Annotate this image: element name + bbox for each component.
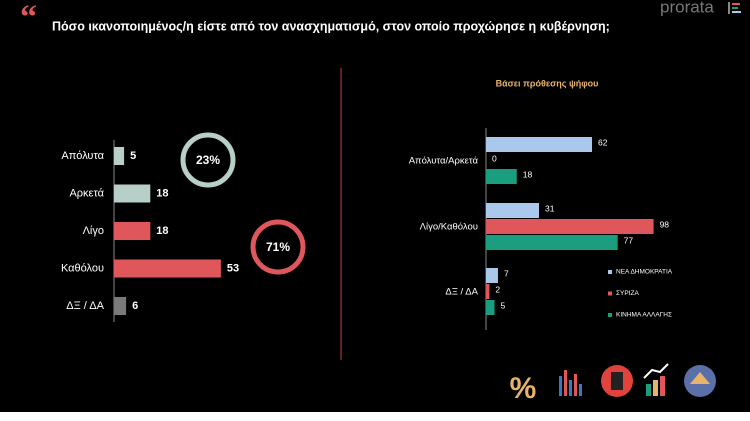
bar — [486, 235, 618, 250]
category-label: Απόλυτα/Αρκετά — [409, 156, 479, 167]
legend-swatch — [608, 270, 612, 274]
value-label: 31 — [545, 203, 555, 213]
logo-mark — [732, 11, 741, 13]
bar — [114, 222, 151, 240]
logo-mark — [732, 3, 740, 5]
legend-swatch — [608, 313, 612, 317]
percent-label: 23% — [196, 153, 220, 167]
bar — [486, 268, 498, 283]
icon-bars — [559, 370, 582, 396]
bar — [114, 297, 127, 315]
icon-ballot — [611, 372, 623, 390]
percent-ring — [250, 219, 306, 275]
bar — [486, 284, 490, 299]
value-label: 5 — [130, 150, 136, 162]
value-label: 6 — [132, 300, 138, 312]
logo-mark — [732, 7, 738, 9]
logo-mark — [728, 2, 730, 14]
bar — [486, 219, 654, 234]
quote-mark: “ — [20, 0, 37, 36]
bar — [486, 169, 517, 184]
subtitle: Βάσει πρόθεσης ψήφου — [496, 78, 599, 88]
category-label: Αρκετά — [69, 187, 104, 199]
value-label: 5 — [501, 300, 506, 310]
legend-label: ΚΙΝΗΜΑ ΑΛΛΑΓΗΣ — [616, 312, 672, 319]
value-label: 7 — [504, 268, 509, 278]
icons: % — [510, 363, 716, 405]
category-label: ΔΞ / ΔΑ — [445, 287, 478, 298]
category-label: Καθόλου — [61, 262, 104, 274]
percent-label: 71% — [266, 240, 290, 254]
bar — [114, 259, 221, 278]
legend-label: ΝΕΑ ΔΗΜΟΚΡΑΤΙΑ — [616, 269, 673, 276]
title: Πόσο ικανοποιημένος/η είστε από τον ανασ… — [52, 19, 610, 33]
category-label: ΔΞ / ΔΑ — [66, 300, 104, 312]
category-label: Λίγο/Καθόλου — [420, 222, 478, 233]
legend-swatch — [608, 291, 612, 296]
icon-percent: % — [510, 372, 537, 405]
legend-label: ΣΥΡΙΖΑ — [616, 290, 639, 297]
bar — [114, 184, 151, 203]
value-label: 18 — [156, 187, 168, 199]
logo: prorata — [660, 0, 714, 16]
value-label: 77 — [624, 235, 634, 245]
background — [0, 0, 750, 412]
value-label: 62 — [598, 137, 608, 147]
bar — [486, 203, 540, 218]
value-label: 2 — [495, 284, 500, 294]
value-label: 0 — [492, 153, 497, 163]
value-label: 98 — [660, 219, 670, 229]
percent-ring — [180, 132, 236, 188]
value-label: 53 — [227, 262, 239, 274]
icon-growth — [643, 363, 669, 396]
bar — [486, 137, 593, 152]
bar — [486, 300, 495, 315]
value-label: 18 — [523, 169, 533, 179]
value-label: 18 — [156, 225, 168, 237]
bar — [114, 147, 125, 165]
category-label: Λίγο — [83, 225, 104, 237]
icon-house — [690, 372, 710, 384]
category-label: Απόλυτα — [61, 150, 104, 162]
